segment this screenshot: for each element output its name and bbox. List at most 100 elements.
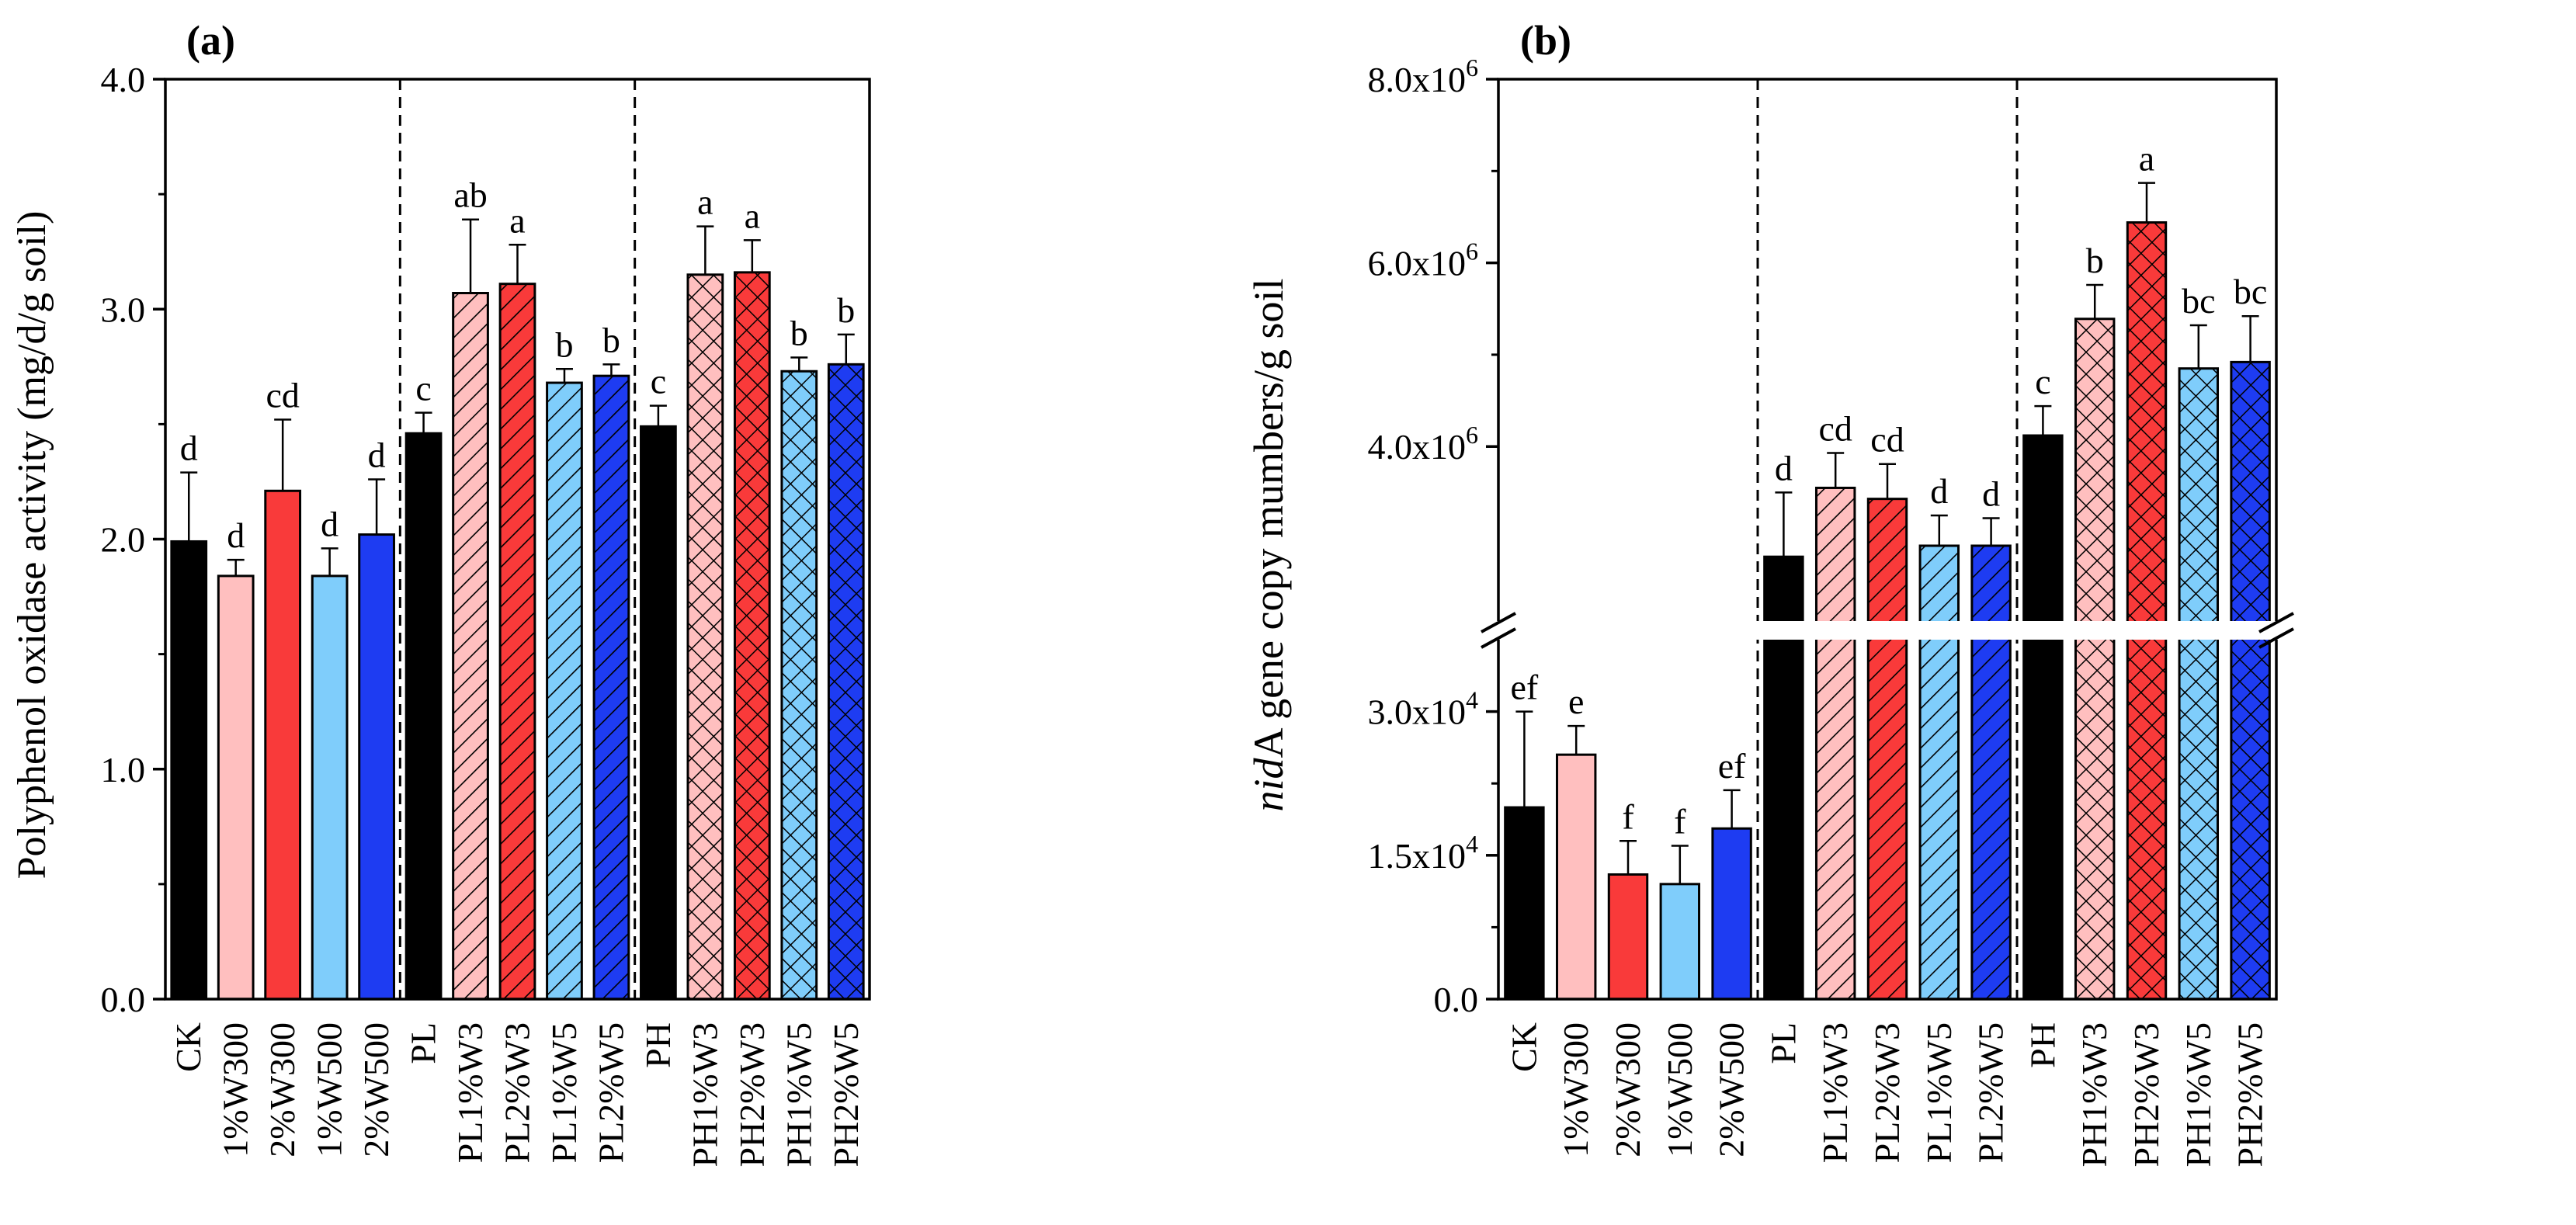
b-category-label-0: CK	[1504, 1022, 1543, 1072]
b-category-label-3: 1%W500	[1660, 1022, 1699, 1157]
b-letter-2: f	[1622, 796, 1634, 836]
a-letter-8: b	[555, 324, 573, 364]
b-ytick-label-4: 6.0x106	[1368, 238, 1479, 283]
a-category-label-11: PH1%W3	[685, 1022, 724, 1168]
b-category-label-5: PL	[1763, 1022, 1803, 1064]
a-letter-7: a	[509, 200, 525, 240]
b-ytick-label-1: 1.5x104	[1368, 830, 1479, 876]
a-bar-14	[827, 363, 865, 1001]
a-letter-12: a	[745, 196, 760, 235]
panel-a: (a) Polyphenol oxidase activity (mg/d/g …	[10, 17, 871, 1168]
b-axis-break-mark-left-2	[1481, 627, 1516, 649]
b-category-label-9: PL2%W5	[1971, 1022, 2011, 1163]
a-letter-10: c	[651, 362, 666, 401]
b-ytick-label-3: 4.0x106	[1368, 421, 1479, 467]
a-ytick-label-1: 1.0	[101, 750, 146, 789]
panel-b-tag: (b)	[1520, 17, 1571, 64]
a-letter-5: c	[415, 369, 431, 408]
a-bar-2	[264, 489, 302, 1001]
b-letter-12: a	[2139, 139, 2154, 179]
b-bar-4	[1711, 827, 1752, 1001]
b-bar-8	[1918, 544, 1960, 1001]
a-category-label-2: 2%W300	[262, 1022, 302, 1157]
a-ytick-label-2: 2.0	[101, 520, 146, 560]
b-letter-13: bc	[2182, 281, 2215, 321]
b-ytick-exp-4: 6	[1466, 238, 1478, 265]
a-ytick-label-0: 0.0	[101, 980, 146, 1019]
b-axis-break-mark-left-1	[1481, 612, 1516, 633]
panel-b-ylabel: nidA gene copy mumbers/g soil	[1245, 279, 1292, 812]
b-ytick-exp-2: 4	[1466, 686, 1478, 714]
a-category-label-12: PH2%W3	[732, 1022, 772, 1168]
a-ytick-label-3: 3.0	[101, 290, 146, 329]
b-bar-9	[1970, 544, 2012, 1001]
b-letter-7: cd	[1870, 420, 1904, 460]
b-ytick-label-5: 8.0x106	[1368, 54, 1479, 99]
a-letter-1: d	[227, 515, 245, 555]
a-ytick-label-4: 4.0	[101, 60, 146, 99]
a-bar-13	[780, 370, 818, 1001]
a-bar-0	[170, 540, 208, 1001]
a-category-label-3: 1%W500	[310, 1022, 349, 1157]
b-category-label-7: PL2%W3	[1867, 1022, 1907, 1163]
b-category-label-10: PH	[2022, 1022, 2062, 1068]
b-ytick-label-2: 3.0x104	[1368, 686, 1479, 732]
b-bar-3	[1659, 883, 1701, 1001]
b-category-label-13: PH1%W5	[2178, 1022, 2218, 1168]
b-letter-5: d	[1775, 448, 1793, 488]
a-bar-9	[592, 374, 630, 1001]
b-category-label-4: 2%W500	[1712, 1022, 1751, 1157]
a-bar-7	[498, 283, 536, 1001]
a-category-label-14: PH2%W5	[826, 1022, 866, 1168]
a-bar-8	[546, 381, 583, 1001]
a-bar-4	[358, 533, 395, 1001]
panel-a-tag: (a)	[186, 17, 235, 64]
a-bar-6	[452, 292, 489, 1001]
b-category-label-1: 1%W300	[1556, 1022, 1595, 1157]
a-bar-1	[217, 574, 255, 1001]
b-bar-6	[1814, 486, 1856, 1001]
b-ytick-exp-5: 6	[1466, 54, 1478, 82]
a-category-label-7: PL2%W3	[498, 1022, 537, 1163]
b-bar-10	[2022, 434, 2064, 1001]
b-letter-8: d	[1930, 471, 1948, 511]
a-category-label-5: PL	[404, 1022, 443, 1064]
b-axis-break-mark-right-2	[2258, 627, 2294, 649]
a-letter-9: b	[602, 320, 620, 359]
b-bar-11	[2074, 318, 2116, 1001]
a-category-label-0: CK	[168, 1022, 208, 1072]
a-letter-14: b	[837, 290, 855, 330]
b-plot-frame	[1497, 78, 2278, 1001]
a-bar-11	[686, 273, 724, 1001]
b-category-label-11: PH1%W3	[2074, 1022, 2114, 1168]
b-category-label-2: 2%W300	[1608, 1022, 1647, 1157]
b-letter-14: bc	[2234, 272, 2267, 311]
b-bar-7	[1866, 498, 1908, 1001]
a-bar-5	[404, 432, 443, 1001]
a-category-label-13: PH1%W5	[779, 1022, 818, 1168]
b-bar-2	[1607, 873, 1649, 1001]
b-ytick-label-0: 0.0	[1434, 980, 1479, 1019]
a-category-label-1: 1%W300	[216, 1022, 255, 1157]
panel-b: (b) nidA gene copy mumbers/g soil ef ef fe…	[1245, 17, 2294, 1168]
panel-a-ylabel: Polyphenol oxidase activity (mg/d/g soil…	[10, 211, 54, 880]
b-ytick-exp-3: 6	[1466, 421, 1478, 449]
b-bar-14	[2230, 360, 2271, 1001]
a-letter-4: d	[368, 435, 386, 474]
b-category-label-14: PH2%W5	[2231, 1022, 2270, 1168]
a-bar-12	[733, 271, 771, 1001]
b-bar-0	[1504, 806, 1545, 1001]
b-letter-11: b	[2086, 241, 2104, 280]
b-category-label-8: PL1%W5	[1919, 1022, 1959, 1163]
a-category-label-8: PL1%W5	[544, 1022, 584, 1163]
b-letter-4: ef	[1718, 746, 1746, 786]
b-ytick-exp-1: 4	[1466, 830, 1478, 858]
a-category-label-10: PH	[638, 1022, 678, 1068]
b-letter-3: f	[1674, 801, 1686, 841]
a-category-label-4: 2%W500	[356, 1022, 396, 1157]
b-letter-9: d	[1982, 474, 2000, 513]
a-letter-0: d	[180, 429, 198, 468]
a-category-label-9: PL2%W5	[591, 1022, 630, 1163]
a-letter-3: d	[321, 504, 338, 543]
